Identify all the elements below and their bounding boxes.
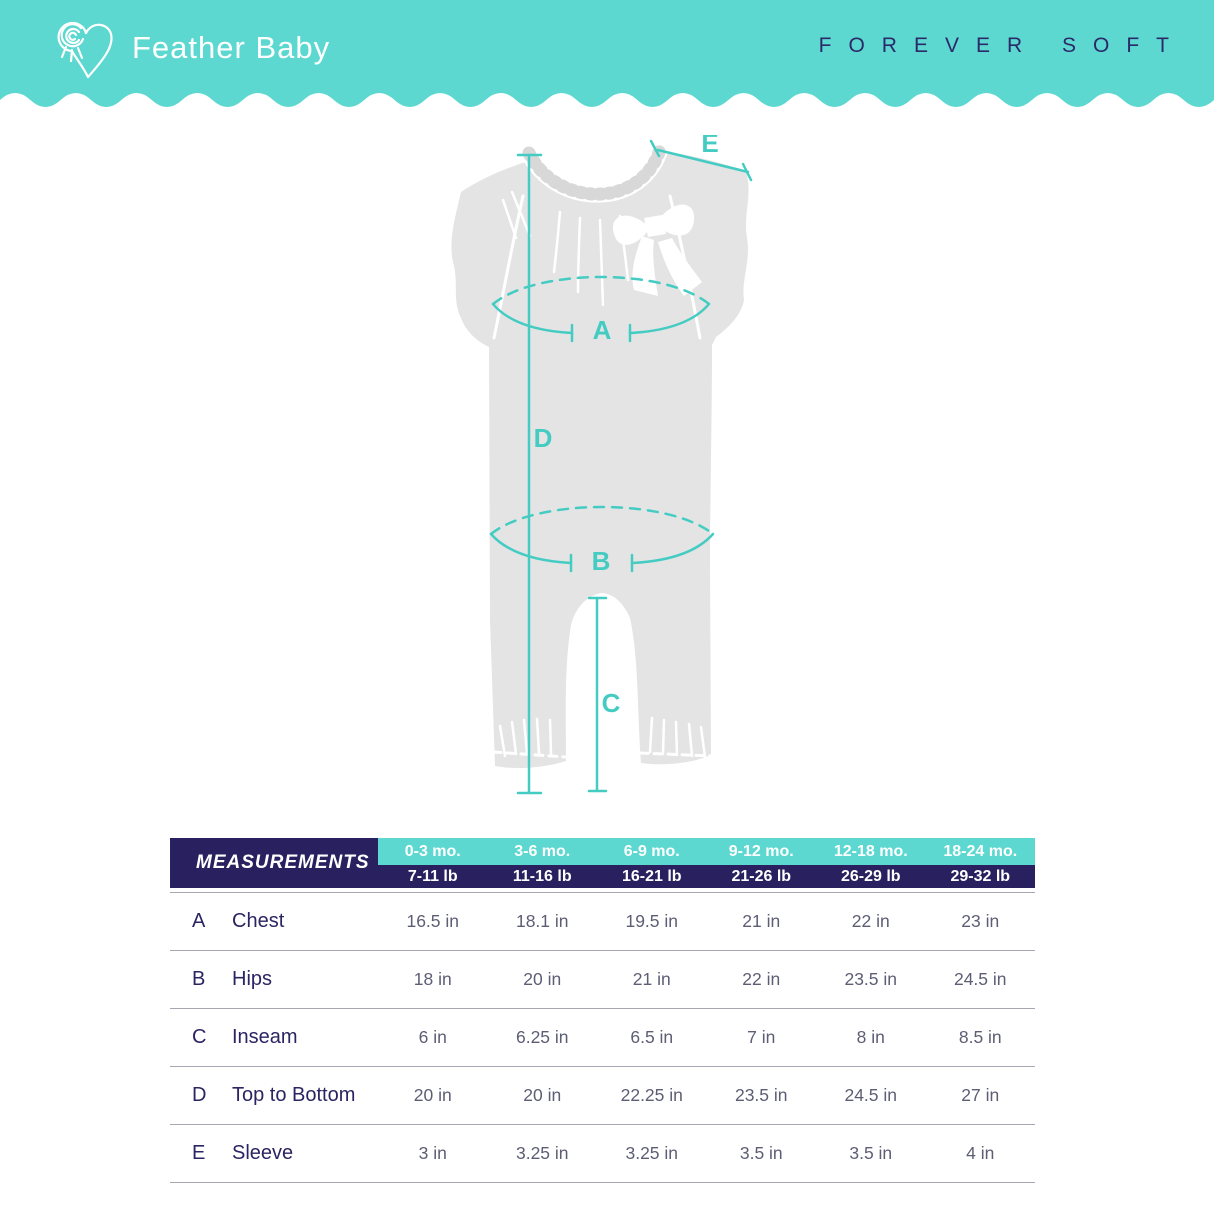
measurement-value: 20 in — [523, 1085, 562, 1105]
row-key: B — [192, 968, 206, 990]
marker-e-label: E — [701, 135, 718, 158]
weight-column-header: 16-21 lb — [621, 867, 682, 885]
measurement-value: 23.5 in — [844, 969, 898, 989]
measure-line-hips — [489, 505, 715, 573]
age-column-header: 9-12 mo. — [728, 842, 794, 860]
measurement-value: 23.5 in — [734, 1085, 788, 1105]
measurement-value: 8.5 in — [958, 1027, 1002, 1047]
brand-lockup: Feather Baby — [48, 10, 330, 86]
measurement-value: 20 in — [413, 1085, 452, 1105]
romper-measurement-diagram: A B C D E — [451, 135, 753, 795]
weight-column-header: 21-26 lb — [731, 867, 792, 885]
weight-column-header: 7-11 lb — [407, 867, 458, 885]
measure-line-sleeve — [649, 139, 753, 182]
marker-a-label: A — [593, 315, 612, 345]
measurement-value: 4 in — [966, 1143, 995, 1163]
weight-header-row: 7-11 lb 11-16 lb 16-21 lb 21-26 lb 26-29… — [378, 865, 1035, 888]
size-chart-table: MEASUREMENTS 0-3 mo. 3-6 mo. 6-9 mo. 9-1… — [170, 838, 1035, 1183]
measurement-value: 8 in — [856, 1027, 885, 1047]
weight-column-header: 26-29 lb — [840, 867, 901, 885]
measurement-value: 19.5 in — [625, 911, 679, 931]
tagline-text: FOREVER SOFT — [818, 34, 1186, 57]
age-column-header: 18-24 mo. — [943, 842, 1018, 860]
table-body: A Chest 16.5 in 18.1 in 19.5 in 21 in 22… — [170, 892, 1035, 1183]
measurement-value: 20 in — [523, 969, 562, 989]
age-header-row: 0-3 mo. 3-6 mo. 6-9 mo. 9-12 mo. 12-18 m… — [378, 838, 1035, 865]
measurement-value: 18.1 in — [515, 911, 569, 931]
table-header: MEASUREMENTS 0-3 mo. 3-6 mo. 6-9 mo. 9-1… — [170, 838, 1035, 888]
measurement-value: 7 in — [747, 1027, 776, 1047]
row-label: Chest — [232, 910, 285, 932]
table-row-top-to-bottom: D Top to Bottom 20 in 20 in 22.25 in 23.… — [170, 1067, 1035, 1125]
age-column-header: 3-6 mo. — [514, 842, 571, 860]
row-key: C — [192, 1026, 207, 1048]
row-key: E — [192, 1142, 206, 1164]
measurement-value: 6.5 in — [630, 1027, 674, 1047]
measurement-value: 3 in — [418, 1143, 447, 1163]
row-label: Top to Bottom — [232, 1084, 356, 1106]
table-row-hips: B Hips 18 in 20 in 21 in 22 in 23.5 in 2… — [170, 951, 1035, 1009]
measurement-value: 21 in — [742, 911, 781, 931]
table-row-chest: A Chest 16.5 in 18.1 in 19.5 in 21 in 22… — [170, 893, 1035, 951]
marker-d-label: D — [534, 423, 553, 453]
nautilus-heart-logo-icon — [57, 21, 113, 79]
row-label: Hips — [232, 968, 273, 990]
measure-line-chest — [491, 275, 711, 343]
measurement-value: 24.5 in — [844, 1085, 898, 1105]
marker-b-label: B — [592, 546, 611, 576]
measurement-value: 23 in — [961, 911, 1000, 931]
marker-c-label: C — [602, 688, 621, 718]
measurement-value: 16.5 in — [406, 911, 460, 931]
measurement-value: 3.25 in — [625, 1143, 679, 1163]
measurement-value: 18 in — [413, 969, 452, 989]
romper-silhouette — [451, 151, 749, 769]
measurement-value: 22 in — [742, 969, 781, 989]
measurement-value: 24.5 in — [953, 969, 1007, 989]
row-label: Sleeve — [232, 1142, 294, 1164]
measurement-value: 22.25 in — [620, 1085, 683, 1105]
age-column-header: 12-18 mo. — [833, 842, 908, 860]
row-key: A — [192, 910, 206, 932]
row-label: Inseam — [232, 1026, 298, 1048]
measurement-value: 21 in — [632, 969, 671, 989]
measure-line-inseam — [587, 596, 608, 793]
measurement-value: 3.25 in — [515, 1143, 569, 1163]
measurement-value: 6 in — [418, 1027, 447, 1047]
table-row-inseam: C Inseam 6 in 6.25 in 6.5 in 7 in 8 in 8… — [170, 1009, 1035, 1067]
ruched-neckline — [520, 137, 670, 203]
measurement-value: 27 in — [961, 1085, 1000, 1105]
row-key: D — [192, 1084, 207, 1106]
age-column-header: 6-9 mo. — [623, 842, 680, 860]
table-row-sleeve: E Sleeve 3 in 3.25 in 3.25 in 3.5 in 3.5… — [170, 1125, 1035, 1183]
measurement-value: 22 in — [851, 911, 890, 931]
age-column-header: 0-3 mo. — [404, 842, 461, 860]
measure-line-top-to-bottom — [516, 153, 543, 795]
measurement-value: 6.25 in — [515, 1027, 569, 1047]
brand-name: Feather Baby — [132, 30, 331, 65]
scallop-wave-edge — [0, 92, 1214, 107]
table-title: MEASUREMENTS — [170, 838, 378, 888]
weight-column-header: 11-16 lb — [512, 867, 572, 885]
bow — [612, 204, 702, 296]
measurement-value: 3.5 in — [849, 1143, 893, 1163]
measurement-value: 3.5 in — [739, 1143, 783, 1163]
brand-header: Feather Baby FOREVER SOFT — [0, 0, 1214, 92]
weight-column-header: 29-32 lb — [950, 867, 1011, 885]
